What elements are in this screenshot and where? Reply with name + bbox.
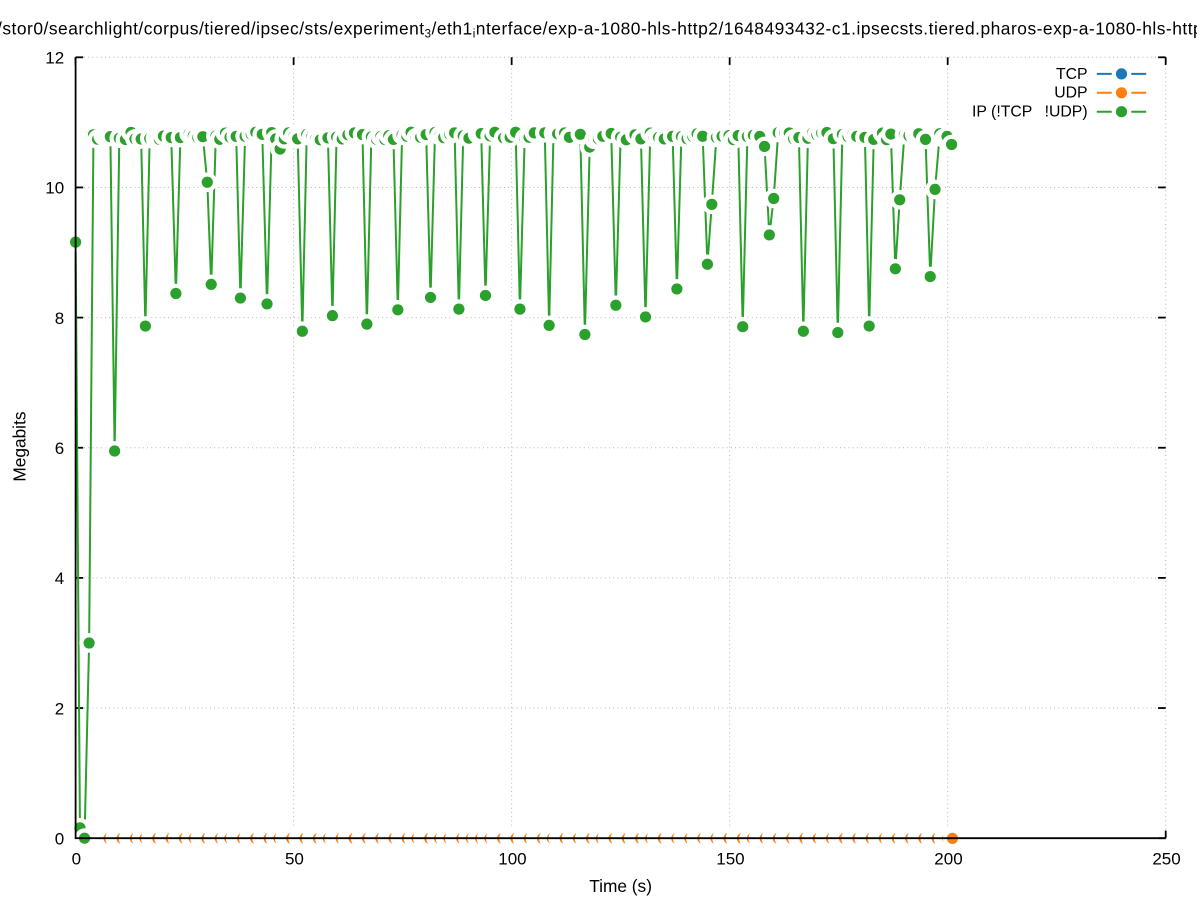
svg-text:6: 6 bbox=[55, 439, 64, 458]
svg-text:10: 10 bbox=[45, 179, 64, 198]
svg-text:8: 8 bbox=[55, 309, 64, 328]
svg-text:Time (s): Time (s) bbox=[589, 876, 652, 896]
svg-text:12: 12 bbox=[45, 49, 64, 68]
svg-text:200: 200 bbox=[934, 849, 962, 868]
svg-text:UDP: UDP bbox=[1054, 85, 1087, 102]
svg-text:Megabits: Megabits bbox=[10, 411, 30, 481]
svg-text:4: 4 bbox=[55, 569, 64, 588]
svg-text:0: 0 bbox=[72, 849, 81, 868]
svg-text:50: 50 bbox=[285, 849, 304, 868]
svg-text:250: 250 bbox=[1152, 849, 1180, 868]
svg-text:2: 2 bbox=[55, 699, 64, 718]
svg-text:TCP: TCP bbox=[1056, 66, 1088, 83]
svg-text:0: 0 bbox=[55, 829, 64, 848]
svg-text:IP (!TCP !UDP): IP (!TCP !UDP) bbox=[972, 104, 1088, 121]
svg-text:150: 150 bbox=[716, 849, 744, 868]
svg-text:100: 100 bbox=[498, 849, 526, 868]
svg-text:/stor0/searchlight/corpus/tier: /stor0/searchlight/corpus/tiered/ipsec/s… bbox=[0, 19, 1197, 41]
